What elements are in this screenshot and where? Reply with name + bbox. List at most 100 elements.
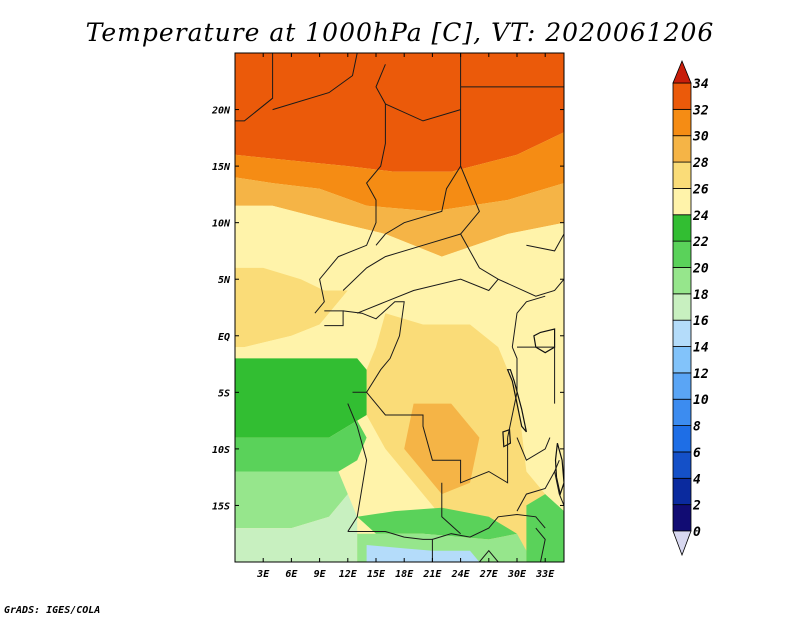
country-border-12 [507,346,518,438]
temperature-region-1 [235,132,564,212]
colorbar-label-2: 2 [692,499,701,514]
country-border-10 [343,301,405,393]
x-tick-label-12E: 12E [339,569,358,580]
colorbar-label-24: 24 [692,209,709,224]
map-plot-area [235,53,564,562]
lake-outline-2 [554,443,564,497]
colorbar-swatch-24 [672,188,692,216]
chart-title: Temperature at 1000hPa [C], VT: 20200612… [86,18,715,47]
colorbar-label-30: 30 [692,130,709,145]
y-axis: 20N 15N 10N 5N EQ 5S 10S 15S [211,106,564,512]
country-border-1 [272,53,358,111]
temperature-region-12 [357,507,517,540]
colorbar-label-8: 8 [693,420,701,435]
country-border-5 [459,165,564,297]
lake-outline-3 [502,428,512,448]
temperature-region-2 [235,177,564,257]
x-tick-label-3E: 3E [256,569,270,580]
colorbar-swatch-30 [672,108,692,137]
temperature-region-14 [366,545,480,562]
country-border-18 [441,482,461,535]
colorbar-swatch-18 [672,267,692,295]
x-tick-label-15E: 15E [367,569,386,580]
country-border-14 [517,346,556,404]
colorbar-label-28: 28 [692,156,709,171]
country-border-17 [432,513,546,540]
colorbar-swatch-22 [672,214,692,242]
country-border-0 [235,53,274,122]
x-tick-label-6E: 6E [285,569,298,580]
colorbar-over-triangle [672,59,692,84]
y-tick-label-10N: 10N [212,219,231,230]
country-border-11 [366,391,509,484]
y-tick-label-10S: 10S [212,445,230,456]
colorbar-label-22: 22 [692,235,709,250]
y-tick-label-15N: 15N [212,162,231,173]
colorbar-swatch-10 [672,372,692,400]
colorbar-label-32: 32 [692,103,709,118]
x-tick-label-24E: 24E [451,569,471,580]
lake-outline-1 [506,369,527,433]
country-border-9 [324,310,344,327]
colorbar-label-14: 14 [693,341,709,356]
country-border-16 [347,531,433,562]
colorbar-swatch-14 [672,319,692,347]
y-tick-label-5N: 5N [218,275,231,286]
x-tick-label-33E: 33E [535,569,555,580]
colorbar-under-triangle [672,530,692,557]
grads-credit: GrADS: IGES/COLA [4,605,100,616]
x-tick-label-9E: 9E [314,569,327,580]
country-border-6 [342,233,461,291]
x-tick-label-18E: 18E [395,569,414,580]
colorbar-swatch-4 [672,451,692,479]
colorbar-swatch-20 [672,240,692,268]
y-tick-label-5S: 5S [218,388,230,399]
colorbar-swatch-26 [672,161,692,189]
colorbar-label-10: 10 [693,393,709,408]
colorbar-swatch-32 [672,82,692,110]
y-tick-label-EQ: EQ [218,332,230,343]
temperature-region-0 [235,53,564,172]
colorbar-label-16: 16 [693,314,709,329]
colorbar-swatch-28 [672,135,692,163]
country-border-3 [375,86,462,246]
country-border-24 [516,437,551,461]
temperature-region-11 [235,494,358,562]
country-border-13 [511,295,546,348]
x-axis: 3E 6E 9E 12E 15E 18E 21E 24E 27E 30E 33E [256,53,555,580]
colorbar-swatch-0 [672,504,692,532]
lakes-layer [502,328,564,497]
colorbar-swatch-8 [672,398,692,426]
country-border-19 [516,471,556,512]
colorbar-label-20: 20 [692,261,709,276]
x-tick-label-30E: 30E [507,569,527,580]
country-border-20 [422,549,499,562]
x-tick-label-21E: 21E [422,569,442,580]
colorbar-label-6: 6 [693,446,701,461]
colorbar-label-4: 4 [693,472,701,487]
y-tick-label-20N: 20N [211,106,231,117]
temperature-region-4 [235,267,348,348]
colorbar-swatch-6 [672,425,692,453]
colorbar-label-0: 0 [693,525,701,540]
map-frame [234,52,565,563]
colorbar-swatch-12 [672,346,692,374]
y-tick-label-15S: 15S [212,501,230,512]
lake-outline-0 [533,328,556,354]
country-borders [235,53,564,562]
temperature-region-9 [235,420,367,472]
colorbar-swatch-16 [672,293,692,321]
colorbar-swatch-2 [672,477,692,506]
country-border-21 [535,527,546,562]
colorbar-label-26: 26 [692,182,709,197]
colorbar-label-34: 34 [692,77,709,92]
country-border-8 [526,233,564,252]
country-border-22 [554,460,564,506]
x-tick-label-27E: 27E [479,569,499,580]
temperature-region-8 [235,358,367,438]
colorbar-label-12: 12 [693,367,709,382]
country-border-15 [347,403,368,532]
colorbar-label-18: 18 [693,288,709,303]
